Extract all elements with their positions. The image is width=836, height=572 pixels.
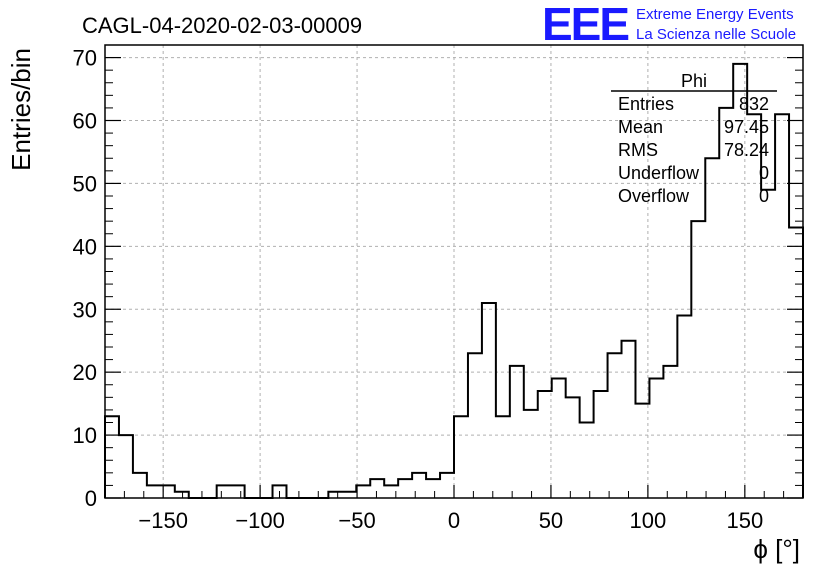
histogram-bin [510, 366, 524, 498]
x-tick-label: −50 [338, 508, 375, 533]
axis-ticks [105, 56, 803, 499]
histogram-bin [691, 221, 705, 498]
stats-value: 0 [759, 163, 769, 183]
eee-logo: EEE [542, 0, 628, 50]
stats-label: Overflow [618, 186, 690, 206]
histogram-bin [175, 492, 189, 498]
histogram-bin [580, 423, 594, 499]
stats-value: 0 [759, 186, 769, 206]
y-tick-label: 50 [73, 171, 97, 196]
grid-lines [105, 45, 803, 498]
histogram-bin [775, 114, 789, 498]
histogram-bin [496, 416, 510, 498]
histogram-bin [538, 391, 552, 498]
histogram-outline [104, 62, 804, 499]
histogram-bin [412, 473, 426, 498]
stats-label: RMS [618, 140, 658, 160]
histogram-bin [566, 397, 580, 498]
stats-label: Entries [618, 94, 674, 114]
histogram-bin [454, 416, 468, 498]
y-tick-label: 0 [85, 486, 97, 511]
stats-box: Phi Entries 832 Mean 97.45 RMS 78.24 Underflow… [611, 71, 777, 206]
histogram-bin [677, 316, 691, 498]
histogram-bin [524, 410, 538, 498]
y-tick-label: 60 [73, 109, 97, 134]
histogram-bin [231, 485, 245, 498]
stats-value: 832 [739, 94, 769, 114]
histogram-bin [426, 479, 440, 498]
tick-labels: −150 −100 −50 0 50 100 150 0 10 20 30 40 50 60 70 [73, 46, 764, 533]
histogram-bin [398, 479, 412, 498]
stats-label: Underflow [618, 163, 700, 183]
histogram-bin [635, 404, 649, 498]
histogram-bin [552, 378, 566, 498]
y-axis-label: Entries/bin [6, 48, 36, 171]
histogram-bin [705, 158, 719, 498]
brand-line-2: La Scienza nelle Scuole [636, 26, 796, 43]
x-axis-label: ϕ [°] [753, 534, 800, 564]
histogram-bin [440, 473, 454, 498]
histogram-bin [608, 353, 622, 498]
x-tick-label: 50 [539, 508, 563, 533]
histogram-bin [147, 485, 161, 498]
chart-title: CAGL-04-2020-02-03-00009 [82, 13, 362, 38]
histogram-bin [482, 303, 496, 498]
y-tick-label: 30 [73, 297, 97, 322]
histogram-bin [663, 366, 677, 498]
histogram-bin [594, 391, 608, 498]
histogram-bin [719, 108, 733, 498]
histogram-series [104, 62, 804, 499]
stats-rows: Entries 832 Mean 97.45 RMS 78.24 Underflow 0 Ove… [618, 94, 769, 206]
histogram-bin [342, 492, 356, 498]
histogram-bin [789, 227, 803, 498]
histogram-bin [328, 492, 342, 498]
stats-title: Phi [681, 71, 707, 91]
y-tick-label: 10 [73, 423, 97, 448]
x-tick-label: −150 [138, 508, 188, 533]
histogram-bin [133, 473, 147, 498]
stats-label: Mean [618, 117, 663, 137]
brand-line-1: Extreme Energy Events [636, 6, 794, 23]
brand-block: EEE Extreme Energy Events La Scienza nel… [542, 0, 796, 50]
stats-value: 97.45 [724, 117, 769, 137]
x-tick-label: −100 [235, 508, 285, 533]
x-tick-label: 100 [630, 508, 667, 533]
x-tick-label: 150 [726, 508, 763, 533]
histogram-bin [468, 353, 482, 498]
histogram-bin [356, 485, 370, 498]
x-tick-label: 0 [448, 508, 460, 533]
y-tick-label: 40 [73, 234, 97, 259]
histogram-bin [622, 341, 636, 498]
y-tick-label: 70 [73, 46, 97, 71]
stats-value: 78.24 [724, 140, 769, 160]
histogram-bin [370, 479, 384, 498]
histogram-bin [217, 485, 231, 498]
histogram-bin [761, 190, 775, 498]
histogram-bin [119, 435, 133, 498]
y-tick-label: 20 [73, 360, 97, 385]
histogram-bin [649, 378, 663, 498]
